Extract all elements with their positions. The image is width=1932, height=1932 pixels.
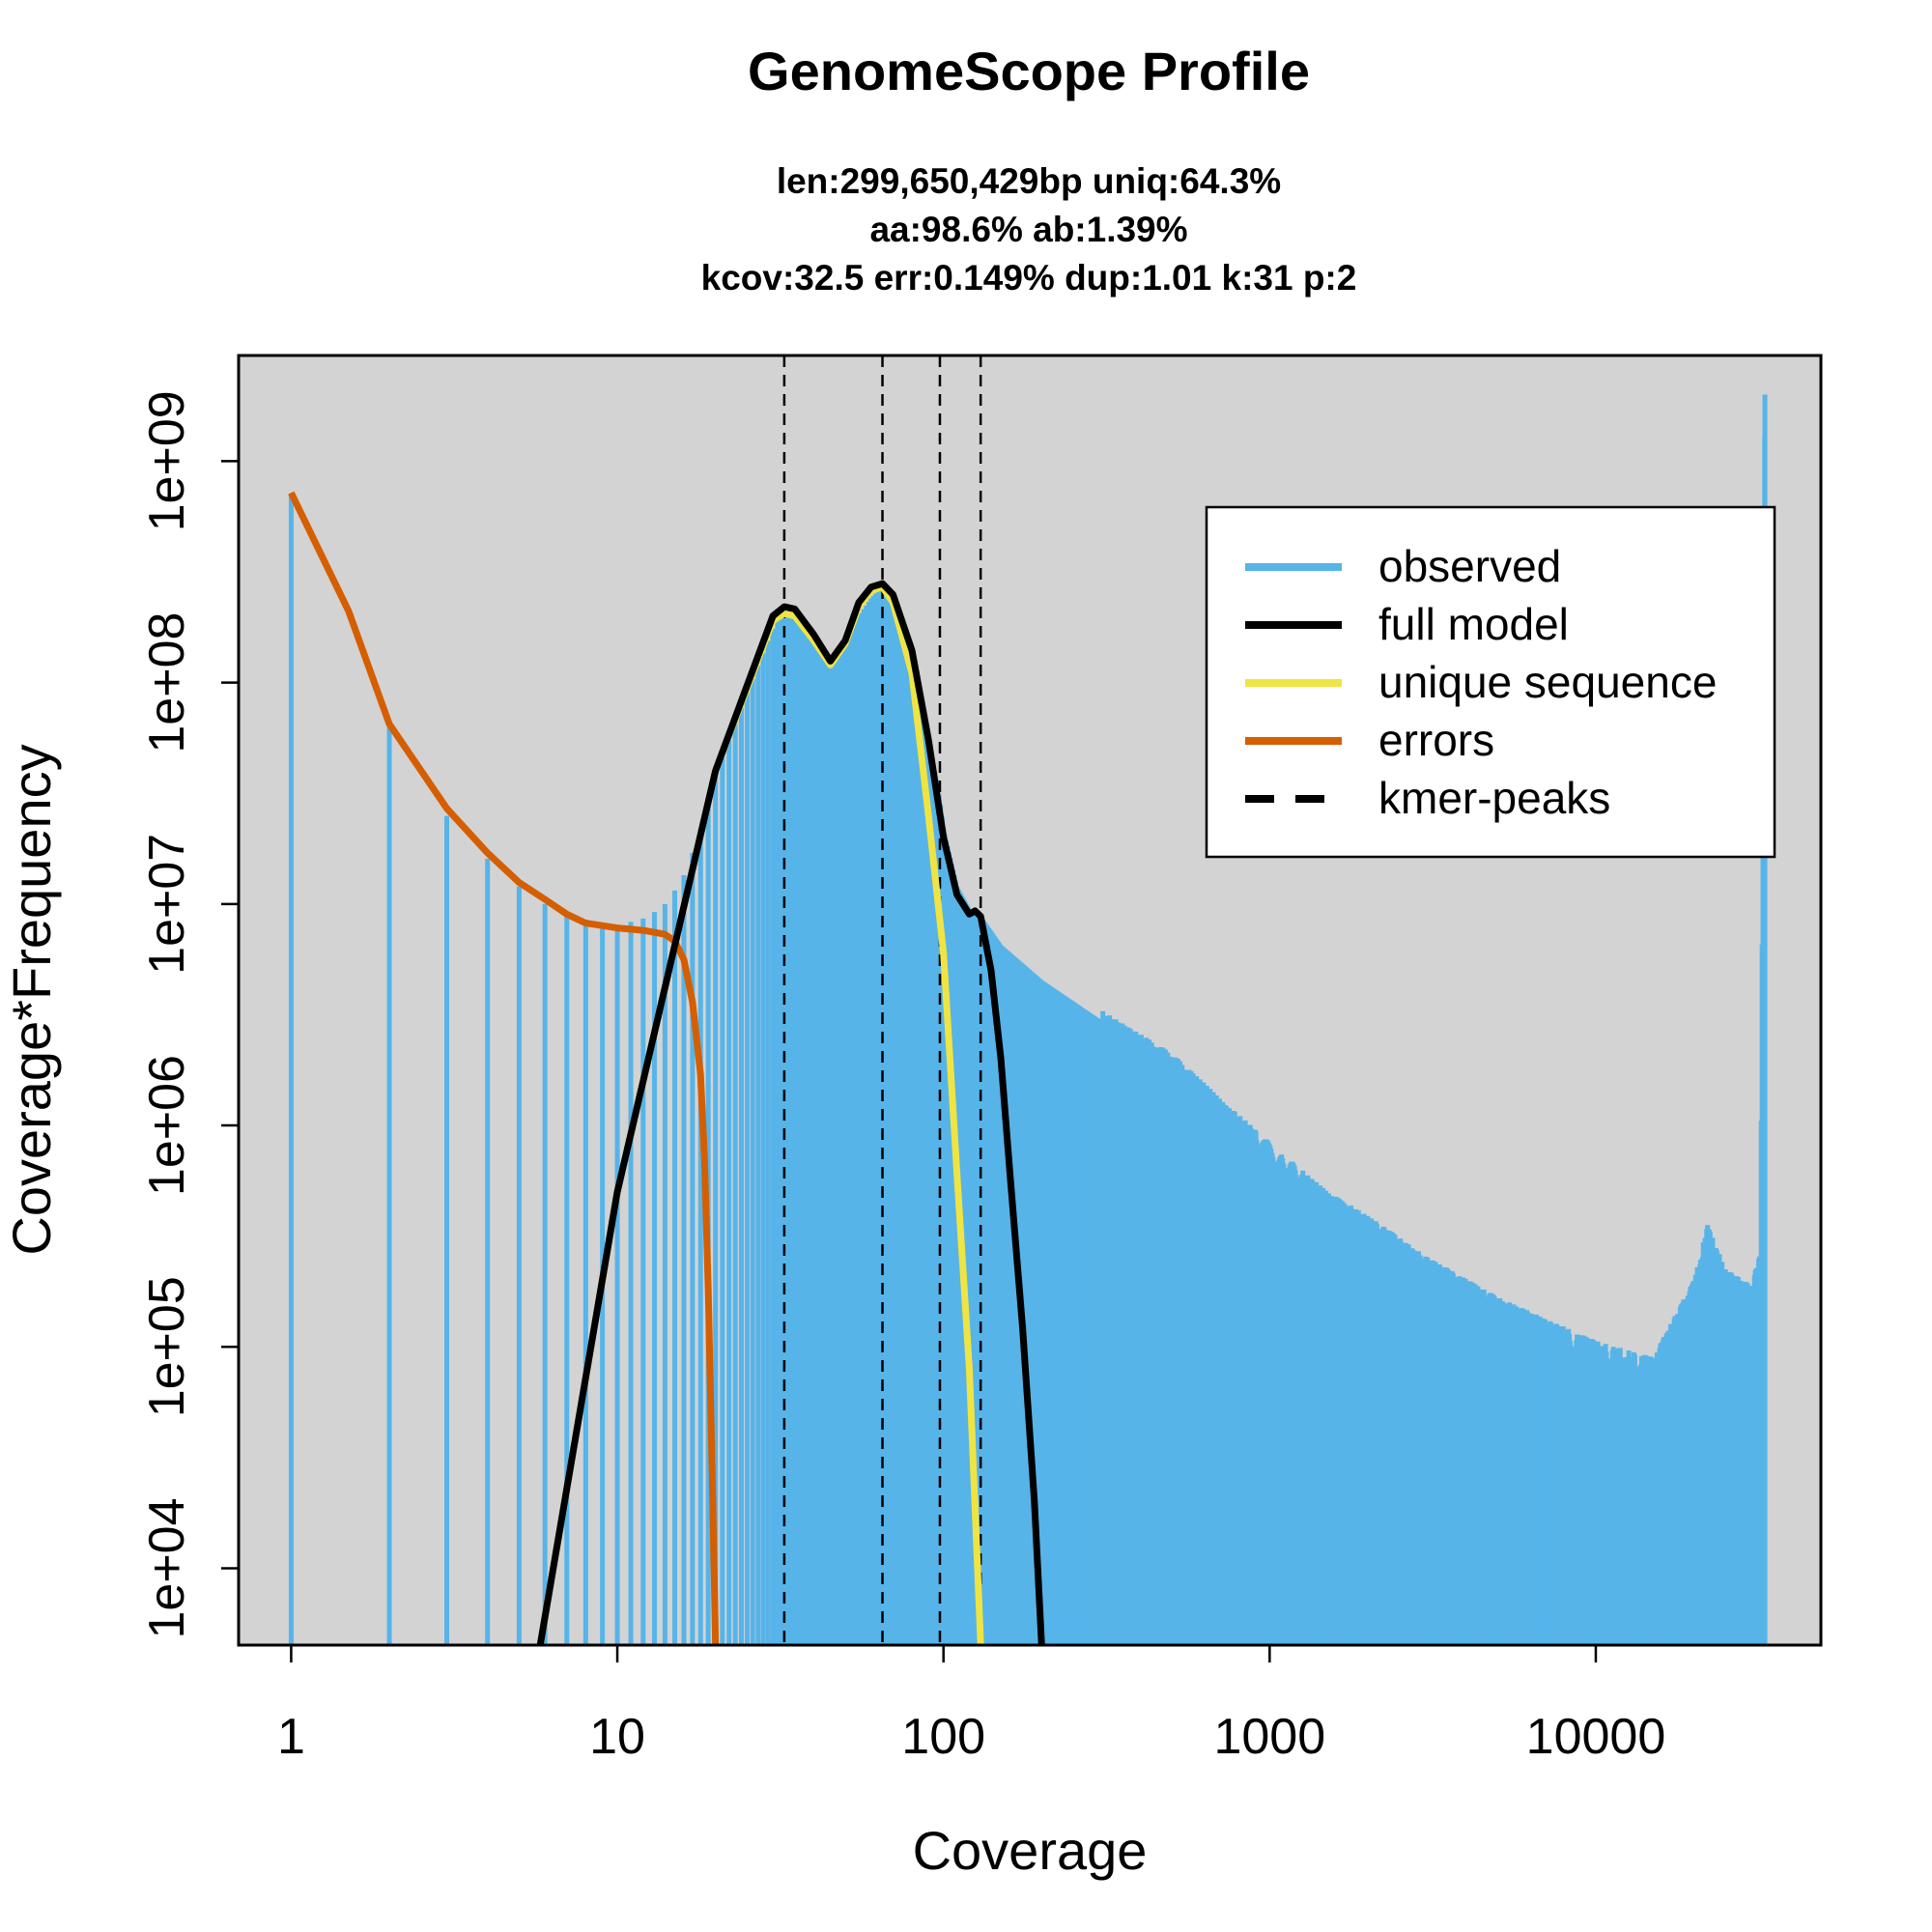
full-model-curve (536, 580, 1045, 1646)
y-axis-label: Coverage*Frequency (1, 744, 62, 1255)
kmer-peak-lines (782, 355, 982, 1645)
x-tick-label: 1000 (1213, 1709, 1325, 1765)
chart-subtitle-line-2: aa:98.6% ab:1.39% (869, 210, 1187, 249)
y-axis: 1e+04 1e+05 1e+06 1e+07 1e+08 1e+09 (139, 390, 239, 1639)
x-tick-label: 1 (277, 1709, 305, 1765)
y-tick-label: 1e+05 (139, 1276, 195, 1417)
observed-bars (288, 394, 1768, 1645)
errors-curve (288, 491, 720, 1646)
x-axis: 1 10 100 1000 10000 (277, 1643, 1666, 1765)
y-tick-label: 1e+08 (139, 612, 195, 753)
legend-label-observed: observed (1378, 541, 1561, 591)
legend-label-unique-sequence: unique sequence (1378, 657, 1717, 707)
y-tick-label: 1e+07 (139, 834, 195, 975)
legend: observed full model unique sequence erro… (1205, 505, 1776, 859)
chart-subtitle-line-1: len:299,650,429bp uniq:64.3% (777, 161, 1281, 201)
x-tick-label: 10000 (1526, 1709, 1666, 1765)
x-tick-label: 10 (589, 1709, 645, 1765)
y-tick-label: 1e+09 (139, 390, 195, 531)
legend-label-kmer-peaks: kmer-peaks (1378, 773, 1610, 823)
y-tick-label: 1e+06 (139, 1055, 195, 1196)
chart-title: GenomeScope Profile (748, 41, 1310, 101)
x-axis-label: Coverage (913, 1820, 1148, 1881)
y-tick-label: 1e+04 (139, 1497, 195, 1638)
model-curves (288, 491, 1045, 1646)
chart-subtitle-line-3: kcov:32.5 err:0.149% dup:1.01 k:31 p:2 (701, 258, 1357, 298)
x-tick-label: 100 (901, 1709, 985, 1765)
legend-label-errors: errors (1378, 715, 1494, 765)
legend-label-full-model: full model (1378, 599, 1569, 649)
